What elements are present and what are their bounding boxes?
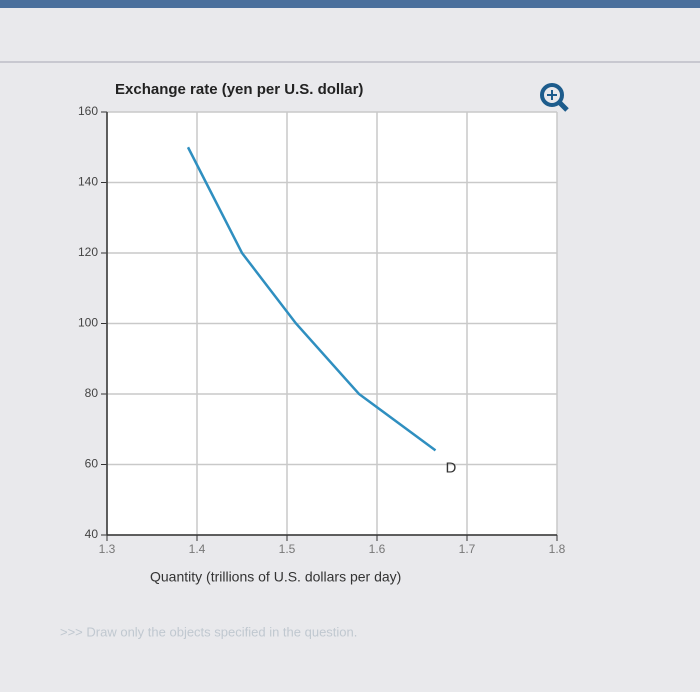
plot: 40 60 80 100 120 140 160 1.3 1.4 1.5 1.6 1.7 1.8 D bbox=[78, 104, 566, 556]
chart-title: Exchange rate (yen per U.S. dollar) bbox=[115, 81, 363, 98]
x-tick-label: 1.5 bbox=[279, 542, 296, 556]
y-tick-label: 140 bbox=[78, 175, 98, 189]
demand-curve bbox=[186, 146, 437, 452]
top-bar bbox=[0, 0, 700, 8]
y-tick-label: 60 bbox=[85, 457, 99, 471]
instruction: >>> Draw only the objects specified in t… bbox=[60, 624, 357, 639]
x-tick-label: 1.3 bbox=[99, 542, 116, 556]
y-tick-label: 120 bbox=[78, 245, 98, 259]
x-tick-label: 1.7 bbox=[459, 542, 476, 556]
x-axis-label: Quantity (trillions of U.S. dollars per … bbox=[150, 569, 401, 585]
zoom-icon[interactable] bbox=[540, 83, 569, 112]
x-tick-label: 1.6 bbox=[369, 542, 386, 556]
curve-label: D bbox=[446, 459, 457, 476]
x-tick-label: 1.8 bbox=[549, 542, 566, 556]
y-tick-label: 100 bbox=[78, 316, 98, 330]
y-tick-label: 80 bbox=[85, 386, 99, 400]
x-tick-label: 1.4 bbox=[189, 542, 206, 556]
y-tick-label: 160 bbox=[78, 104, 98, 118]
y-tick-label: 40 bbox=[85, 527, 99, 541]
